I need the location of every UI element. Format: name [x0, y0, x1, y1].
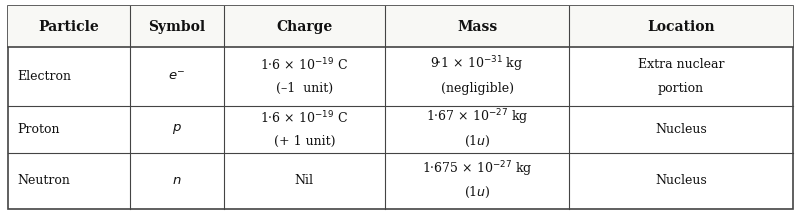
- Text: Location: Location: [647, 20, 715, 34]
- Text: (+ 1 unit): (+ 1 unit): [274, 135, 335, 148]
- Text: Particle: Particle: [38, 20, 99, 34]
- Text: Mass: Mass: [457, 20, 497, 34]
- Text: $e^{-}$: $e^{-}$: [168, 70, 186, 83]
- Text: Electron: Electron: [18, 70, 71, 83]
- Text: (negligible): (negligible): [441, 82, 513, 95]
- Text: Proton: Proton: [18, 123, 60, 136]
- Text: Nil: Nil: [295, 174, 314, 187]
- Text: $n$: $n$: [172, 174, 182, 187]
- Text: Nucleus: Nucleus: [655, 123, 707, 136]
- Bar: [8, 6, 793, 47]
- Text: 9·1 × 10$^{-31}$ kg: 9·1 × 10$^{-31}$ kg: [430, 55, 524, 74]
- Text: Charge: Charge: [276, 20, 332, 34]
- Text: Nucleus: Nucleus: [655, 174, 707, 187]
- Text: Neutron: Neutron: [18, 174, 70, 187]
- Text: 1·6 × 10$^{-19}$ C: 1·6 × 10$^{-19}$ C: [260, 109, 348, 126]
- Text: (1$u$): (1$u$): [464, 185, 490, 200]
- Text: portion: portion: [658, 82, 704, 95]
- Text: $p$: $p$: [172, 122, 182, 136]
- Text: Extra nuclear: Extra nuclear: [638, 58, 724, 71]
- Text: Symbol: Symbol: [148, 20, 205, 34]
- Text: 1·6 × 10$^{-19}$ C: 1·6 × 10$^{-19}$ C: [260, 56, 348, 73]
- Text: (–1  unit): (–1 unit): [276, 82, 333, 95]
- Text: 1·675 × 10$^{-27}$ kg: 1·675 × 10$^{-27}$ kg: [422, 159, 532, 179]
- Text: (1$u$): (1$u$): [464, 134, 490, 149]
- Text: 1·67 × 10$^{-27}$ kg: 1·67 × 10$^{-27}$ kg: [426, 108, 528, 127]
